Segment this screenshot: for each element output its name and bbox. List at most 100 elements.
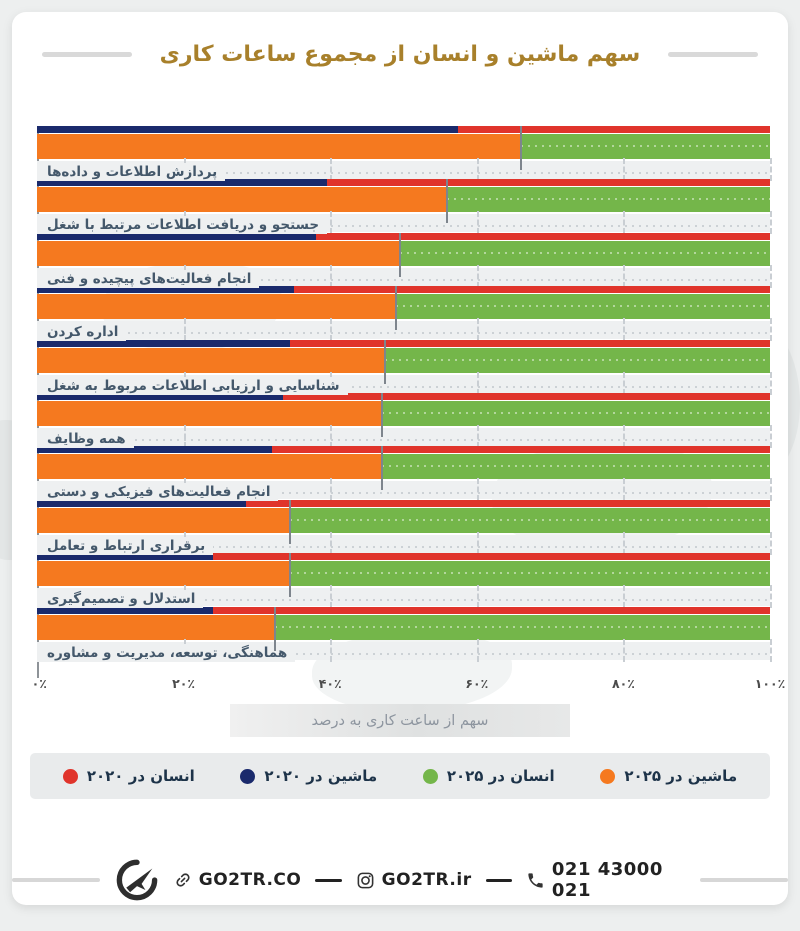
bar-2020 — [37, 606, 770, 614]
bar-human-2020 — [289, 339, 770, 347]
bar-human-2025 — [275, 614, 770, 640]
bar-2020 — [37, 232, 770, 240]
gridline — [623, 318, 626, 342]
bar-machine-2025 — [37, 400, 382, 426]
legend-color-dot — [600, 768, 616, 784]
bar-human-2020 — [458, 126, 770, 133]
bar-2020 — [37, 499, 770, 507]
bar-machine-2020 — [37, 286, 294, 294]
bar-texture — [520, 145, 770, 147]
chart-row: استدلال و تصمیم‌گیری — [37, 553, 772, 609]
boundary-marker — [384, 339, 387, 384]
phone-icon — [526, 871, 545, 890]
gridline — [770, 638, 772, 662]
legend-item: انسان در ۲۰۲۰ — [62, 767, 195, 785]
infographic-card: سهم ماشین و انسان از مجموع ساعات کاری پر… — [12, 12, 788, 905]
bar-machine-2020 — [37, 553, 213, 561]
bar-machine-2020 — [37, 232, 316, 240]
bar-human-2020 — [212, 606, 770, 614]
bar-2025 — [37, 240, 770, 266]
bar-human-2020 — [245, 499, 770, 507]
bar-machine-2025 — [37, 454, 382, 480]
gridline — [623, 211, 626, 235]
bar-machine-2020 — [37, 606, 213, 614]
gridline — [623, 478, 626, 502]
bar-human-2025 — [399, 240, 770, 266]
footer-decorative-line — [12, 878, 100, 882]
gridline — [330, 478, 333, 502]
gridline — [183, 424, 186, 448]
gridline — [770, 211, 772, 235]
legend-label: ماشین در ۲۰۲۵ — [624, 767, 738, 785]
bar-machine-2025 — [37, 187, 448, 213]
category-strip: هماهنگی، توسعه، مدیریت و مشاوره — [37, 638, 772, 662]
bar-texture — [275, 625, 770, 628]
dotted-leader — [37, 225, 770, 228]
category-label: همه وظایف — [37, 429, 134, 448]
x-tick-label: ۱۰۰٪ — [754, 676, 786, 691]
gridline — [476, 211, 479, 235]
title-row: سهم ماشین و انسان از مجموع ساعات کاری — [12, 42, 788, 67]
gridline — [330, 264, 333, 288]
boundary-marker — [395, 286, 398, 331]
title-decorative-line — [668, 52, 759, 57]
bar-texture — [447, 198, 770, 201]
bar-human-2020 — [326, 179, 770, 187]
bar-machine-2025 — [37, 614, 276, 640]
gridline — [770, 424, 772, 448]
instagram-icon — [356, 871, 375, 890]
gridline — [770, 531, 772, 555]
category-strip: پردازش اطلاعات و داده‌ها — [37, 158, 772, 181]
gridline — [476, 478, 479, 502]
bar-2025 — [37, 614, 770, 640]
bar-machine-2020 — [37, 339, 290, 347]
bar-human-2025 — [385, 347, 770, 373]
legend-label: انسان در ۲۰۲۰ — [86, 767, 195, 785]
bar-2025 — [37, 187, 770, 213]
bar-machine-2020 — [37, 446, 272, 454]
dotted-leader — [37, 545, 770, 548]
chart-row: شناسایی و ارزیابی اطلاعات مربوط به شغل — [37, 339, 772, 395]
boundary-marker — [398, 232, 401, 277]
bar-human-2025 — [381, 454, 770, 480]
bar-texture — [289, 518, 770, 521]
category-label: هماهنگی، توسعه، مدیریت و مشاوره — [37, 643, 296, 662]
bar-machine-2020 — [37, 179, 327, 187]
boundary-marker — [519, 126, 522, 170]
dotted-leader — [37, 599, 770, 602]
bar-human-2020 — [293, 286, 770, 294]
bar-texture — [289, 572, 770, 575]
bar-machine-2025 — [37, 507, 290, 533]
bar-2020 — [37, 179, 770, 187]
bar-texture — [381, 411, 770, 414]
gridline — [770, 371, 772, 395]
instagram-link[interactable]: GO2TR.ir — [356, 870, 472, 890]
x-tick-label: ۸۰٪ — [611, 676, 635, 691]
chart-row: انجام فعالیت‌های فیزیکی و دستی — [37, 446, 772, 502]
legend-item: انسان در ۲۰۲۵ — [422, 767, 555, 785]
gridline — [623, 585, 626, 609]
chart-row: برقراری ارتباط و تعامل — [37, 499, 772, 555]
bar-texture — [399, 251, 770, 254]
gridline — [770, 264, 772, 288]
bar-human-2020 — [212, 553, 770, 561]
chart-row: پردازش اطلاعات و داده‌ها — [37, 126, 772, 181]
bar-2025 — [37, 134, 770, 159]
website-link[interactable]: GO2TR.CO — [174, 870, 302, 890]
bar-texture — [381, 465, 770, 468]
x-axis-title-box: سهم از ساعت کاری به درصد — [230, 704, 570, 737]
legend-color-dot — [62, 768, 78, 784]
boundary-marker — [288, 553, 291, 598]
phone-link[interactable]: 021 43000 021 — [526, 859, 686, 901]
chart-rows: پردازش اطلاعات و داده‌ها جستجو و دریافت ا… — [37, 126, 772, 662]
legend-color-dot — [240, 768, 256, 784]
bar-2025 — [37, 507, 770, 533]
bar-machine-2025 — [37, 294, 397, 320]
category-label: انجام فعالیت‌های پیچیده و فنی — [37, 269, 260, 288]
legend-item: ماشین در ۲۰۲۵ — [600, 767, 737, 785]
category-label: انجام فعالیت‌های فیزیکی و دستی — [37, 483, 279, 502]
category-strip: انجام فعالیت‌های فیزیکی و دستی — [37, 478, 772, 502]
chart-row: همه وظایف — [37, 392, 772, 448]
plot-area: پردازش اطلاعات و داده‌ها جستجو و دریافت ا… — [37, 126, 772, 678]
chart-row: جستجو و دریافت اطلاعات مرتبط با شغل — [37, 179, 772, 235]
